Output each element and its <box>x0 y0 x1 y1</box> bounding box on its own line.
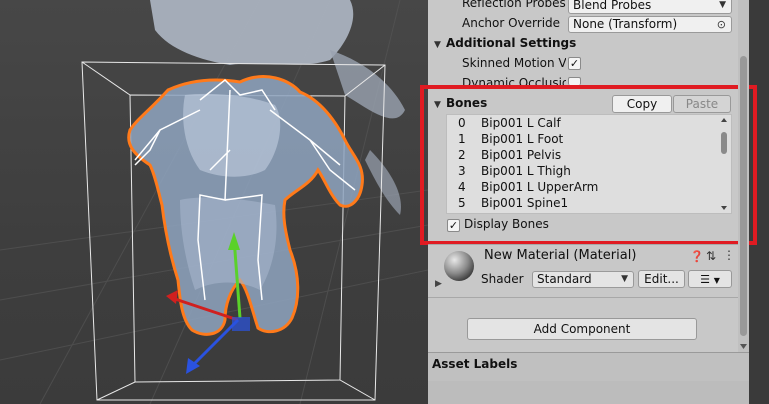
anchor-override-field[interactable]: None (Transform) ⊙ <box>568 16 732 33</box>
anchor-override-label: Anchor Override <box>462 16 561 30</box>
shader-dropdown[interactable]: Standard ▼ <box>532 271 634 288</box>
window-edge <box>749 0 769 404</box>
checkmark-icon: ✓ <box>448 219 459 232</box>
edit-shader-button[interactable]: Edit... <box>638 270 685 288</box>
character-torso-shade <box>183 93 281 177</box>
asset-labels-body <box>428 381 749 404</box>
additional-settings-title: Additional Settings <box>446 36 577 50</box>
dynamic-occlusion-checkbox[interactable] <box>568 77 581 85</box>
skinned-motion-vectors-label: Skinned Motion Ve <box>462 56 566 70</box>
bone-name: Bip001 L Calf <box>481 116 561 130</box>
anchor-override-value: None (Transform) <box>573 17 678 31</box>
chevron-down-icon: ▼ <box>713 276 720 285</box>
bone-index: 0 <box>458 116 466 130</box>
help-icon[interactable]: ❓ <box>690 250 704 263</box>
bone-index: 5 <box>458 196 466 210</box>
asset-labels-title: Asset Labels <box>432 357 518 371</box>
bone-index: 2 <box>458 148 466 162</box>
display-bones-label: Display Bones <box>464 217 549 231</box>
add-component-button[interactable]: Add Component <box>467 318 697 340</box>
character-hair <box>150 0 354 65</box>
additional-settings-foldout[interactable]: ▼ Additional Settings <box>434 36 576 50</box>
dynamic-occlusion-label: Dynamic Occlusion <box>462 76 566 85</box>
divider <box>428 352 749 353</box>
shader-value: Standard <box>537 272 592 286</box>
bone-lines <box>134 78 356 301</box>
scene-view[interactable] <box>0 0 428 404</box>
bones-title: Bones <box>446 96 488 110</box>
bone-index: 3 <box>458 164 466 178</box>
shader-label: Shader <box>481 272 524 286</box>
shader-options-button[interactable]: ☰ ▼ <box>688 270 732 288</box>
character-hair-strand <box>330 50 405 119</box>
bones-foldout[interactable]: ▼ Bones <box>434 96 487 110</box>
foldout-triangle-icon: ▼ <box>434 100 441 110</box>
object-picker-icon[interactable]: ⊙ <box>716 18 726 31</box>
reflection-probes-label: Reflection Probes <box>462 0 566 10</box>
bone-name: Bip001 Spine1 <box>481 196 569 210</box>
chevron-down-icon: ▼ <box>719 0 726 10</box>
bones-list[interactable]: 0 Bip001 L Calf 1 Bip001 L Foot 2 Bip001… <box>446 114 732 214</box>
inspector-scrollbar[interactable] <box>738 0 749 352</box>
bone-name: Bip001 Pelvis <box>481 148 562 162</box>
skinned-motion-vectors-checkbox[interactable]: ✓ <box>568 57 581 70</box>
chevron-down-icon: ▼ <box>621 274 628 284</box>
divider <box>428 244 738 245</box>
material-sphere-icon <box>444 251 474 281</box>
character-legs-shade <box>180 197 277 290</box>
bone-name: Bip001 L Thigh <box>481 164 571 178</box>
bone-index: 4 <box>458 180 466 194</box>
scene-canvas[interactable] <box>0 0 428 404</box>
bone-name: Bip001 L UpperArm <box>481 180 599 194</box>
transform-gizmo[interactable] <box>166 232 250 374</box>
reflection-probes-dropdown[interactable]: Blend Probes ▼ <box>568 0 732 14</box>
preset-icon[interactable]: ⇅ <box>706 249 717 263</box>
material-title: New Material (Material) <box>484 248 637 263</box>
display-bones-checkbox[interactable]: ✓ <box>447 219 460 232</box>
foldout-triangle-icon[interactable]: ▶ <box>435 279 442 289</box>
foldout-triangle-icon: ▼ <box>434 40 441 50</box>
checkmark-icon: ✓ <box>569 57 580 70</box>
bone-index: 1 <box>458 132 466 146</box>
divider <box>428 297 738 298</box>
character-hair-strand-2 <box>365 150 401 215</box>
bone-name: Bip001 L Foot <box>481 132 564 146</box>
reflection-probes-value: Blend Probes <box>573 0 652 12</box>
list-icon: ☰ <box>700 273 710 286</box>
paste-button[interactable]: Paste <box>673 95 731 113</box>
bones-scrollbar[interactable] <box>718 116 730 212</box>
kebab-menu-icon[interactable]: ⋮ <box>723 248 735 262</box>
copy-button[interactable]: Copy <box>612 95 672 113</box>
asset-labels-header[interactable]: Asset Labels <box>428 353 749 381</box>
